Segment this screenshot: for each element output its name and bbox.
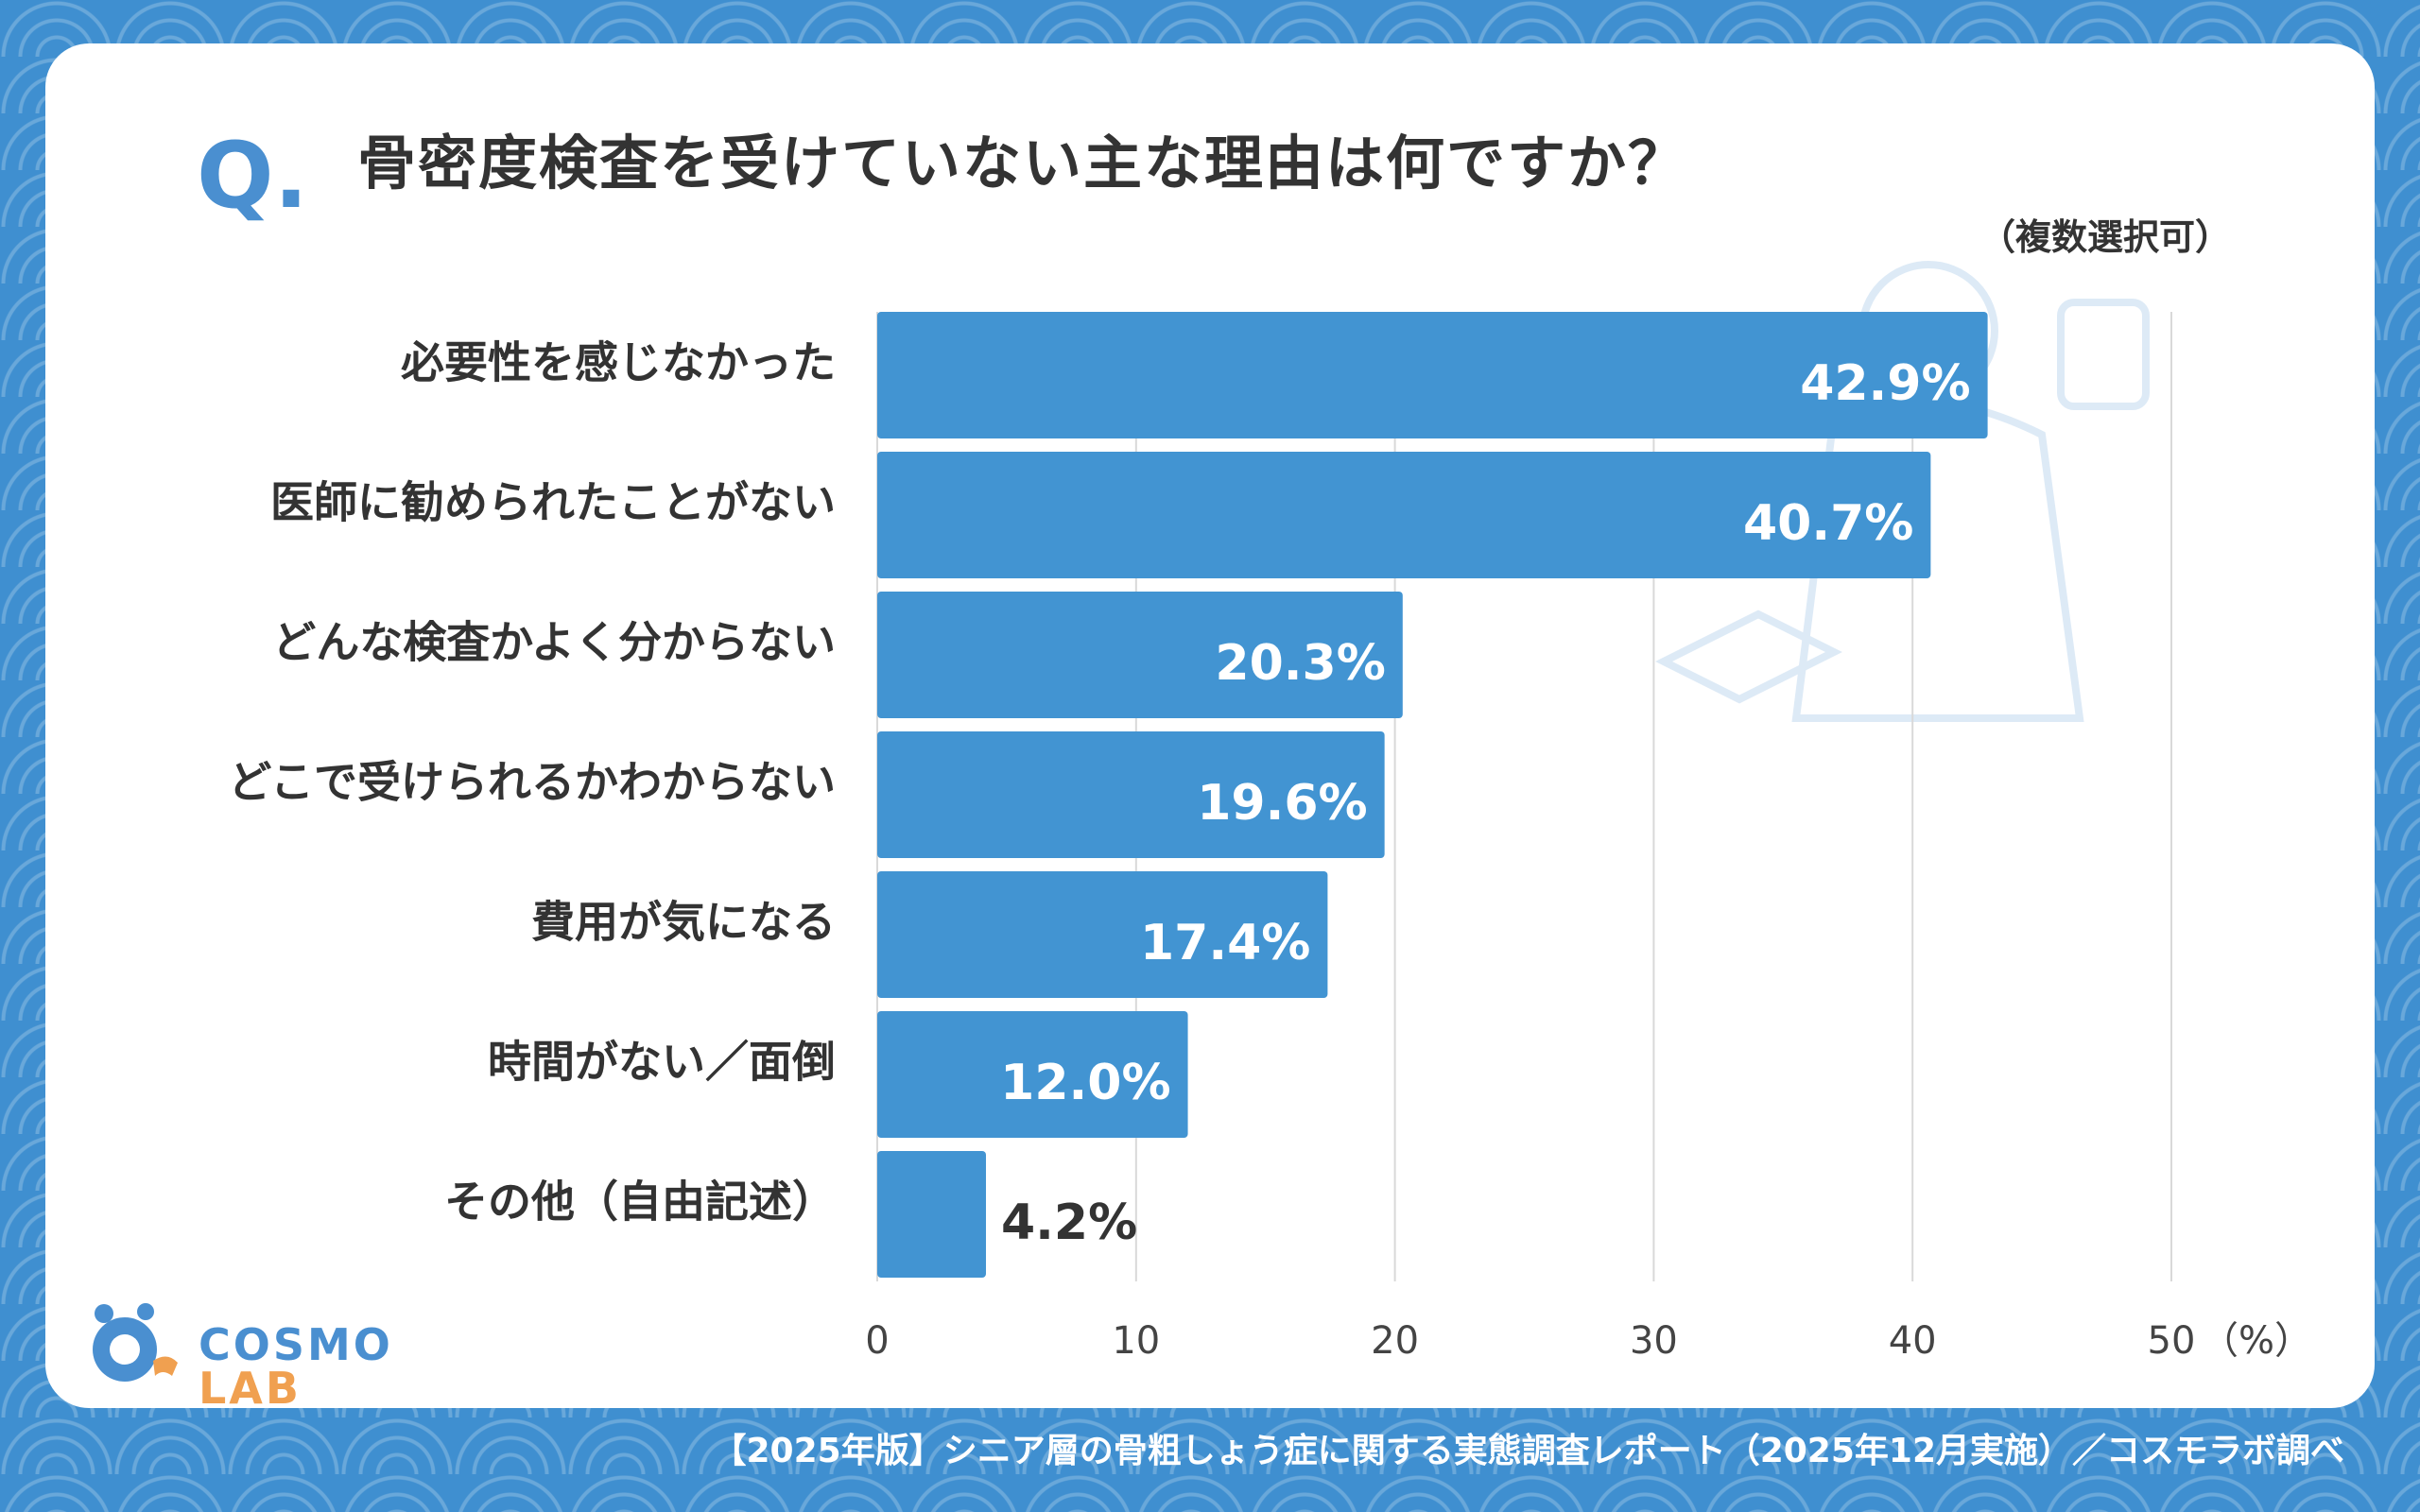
data-label: 4.2% xyxy=(1001,1194,1137,1251)
x-unit-label: （%） xyxy=(2201,1319,2312,1363)
data-label: 17.4% xyxy=(1140,915,1310,971)
chart-question: 骨密度検査を受けていない主な理由は何ですか？ xyxy=(357,129,1689,198)
data-label: 40.7% xyxy=(1743,495,1913,552)
q-mark: Q. xyxy=(197,123,309,229)
category-label: どんな検査かよく分からない xyxy=(272,617,836,668)
category-label: 医師に勧められたことがない xyxy=(270,477,836,528)
x-tick-label: 40 xyxy=(1889,1319,1937,1363)
logo-mark-icon xyxy=(93,1303,178,1382)
data-label: 12.0% xyxy=(1000,1055,1170,1111)
cosmo-lab-logo: COSMO LAB xyxy=(87,1295,484,1410)
bar xyxy=(877,731,1385,858)
multiple-choice-note: （複数選択可） xyxy=(1979,216,2231,258)
category-label: 必要性を感じなかった xyxy=(401,337,836,388)
category-label: どこで受けられるかわからない xyxy=(228,757,836,808)
logo-text-sub: LAB xyxy=(199,1363,302,1414)
bar xyxy=(877,452,1931,578)
x-tick-label: 10 xyxy=(1112,1319,1160,1363)
data-label: 19.6% xyxy=(1197,775,1367,832)
category-label: 費用が気になる xyxy=(531,897,836,948)
chart-card xyxy=(45,43,2375,1408)
bar xyxy=(877,312,1988,438)
category-label: 時間がない／面倒 xyxy=(488,1037,836,1088)
data-label: 20.3% xyxy=(1215,635,1385,692)
logo-text-main: COSMO xyxy=(199,1319,393,1370)
bar xyxy=(877,592,1403,718)
x-tick-label: 20 xyxy=(1371,1319,1419,1363)
bar xyxy=(877,871,1328,998)
bar xyxy=(877,1011,1188,1138)
bar xyxy=(877,1151,986,1278)
x-tick-label: 0 xyxy=(865,1319,889,1363)
x-tick-label: 30 xyxy=(1630,1319,1678,1363)
category-label: その他（自由記述） xyxy=(444,1177,836,1228)
x-tick-label: 50 xyxy=(2148,1319,2196,1363)
footer-source: 【2025年版】シニア層の骨粗しょう症に関する実態調査レポート（2025年12月… xyxy=(712,1432,2345,1470)
data-label: 42.9% xyxy=(1800,355,1970,412)
